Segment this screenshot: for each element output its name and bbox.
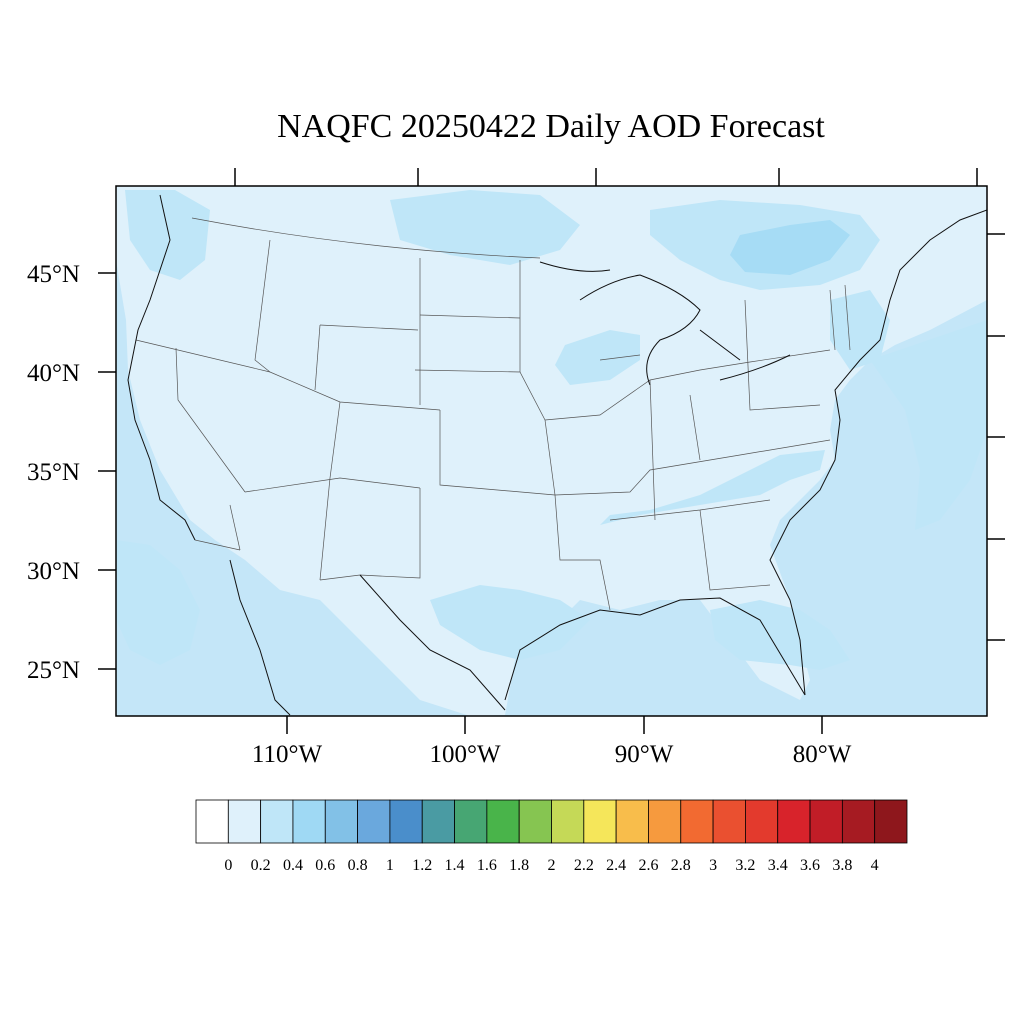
colorbar-tick-label: 4 <box>871 857 879 874</box>
lon-label: 90°W <box>615 741 674 768</box>
colorbar-swatch <box>551 799 585 844</box>
lat-label: 45°N <box>27 261 80 288</box>
colorbar-tick-label: 1.8 <box>509 857 529 874</box>
colorbar-tick-label: 3 <box>709 857 717 874</box>
colorbar-tick-label: 0.2 <box>251 857 271 874</box>
aod-patch <box>830 290 890 370</box>
top-ticks <box>234 168 978 186</box>
colorbar-tick-label: 3.6 <box>800 857 820 874</box>
colorbar-tick-label: 2.2 <box>574 857 594 874</box>
coastlines <box>127 194 987 716</box>
aod-patch <box>870 320 987 530</box>
colorbar-swatch <box>389 799 423 844</box>
colorbar-labels: 0 0.2 0.4 0.6 0.8 1 1.2 1.4 1.6 1.8 2 2.2 2.4 2.6 2.8 3… <box>224 857 878 874</box>
aod-field <box>116 186 987 716</box>
colorbar-tick-label: 0 <box>224 857 232 874</box>
left-ticks <box>98 272 116 670</box>
colorbar-swatch <box>195 799 229 844</box>
colorbar-swatch <box>324 799 358 844</box>
colorbar-swatch <box>227 799 262 844</box>
lat-labels: 45°N 40°N 35°N 30°N 25°N <box>27 261 80 684</box>
colorbar-swatch <box>680 799 714 844</box>
lat-label: 25°N <box>27 657 80 684</box>
lon-label: 100°W <box>429 741 500 768</box>
colorbar <box>195 799 908 844</box>
colorbar-swatch <box>583 799 617 844</box>
colorbar-tick-label: 1 <box>386 857 394 874</box>
aod-patch <box>116 540 200 665</box>
colorbar-tick-label: 3.2 <box>735 857 755 874</box>
aod-patch <box>710 600 850 670</box>
land-area <box>116 186 987 716</box>
colorbar-tick-label: 0.6 <box>315 857 335 874</box>
colorbar-tick-label: 0.8 <box>348 857 368 874</box>
colorbar-swatch <box>809 799 843 844</box>
lon-labels: 110°W 100°W 90°W 80°W <box>252 741 852 768</box>
colorbar-swatch <box>745 799 779 844</box>
colorbar-swatch <box>518 799 552 844</box>
colorbar-swatch <box>292 799 326 844</box>
plot-frame <box>115 185 988 717</box>
aod-patch <box>555 330 640 385</box>
colorbar-swatch <box>454 799 488 844</box>
colorbar-tick-label: 1.4 <box>445 857 465 874</box>
colorbar-tick-label: 3.4 <box>768 857 788 874</box>
lon-label: 80°W <box>793 741 852 768</box>
right-ticks <box>987 233 1005 641</box>
colorbar-swatch <box>615 799 649 844</box>
colorbar-swatch <box>421 799 455 844</box>
colorbar-swatch <box>648 799 682 844</box>
colorbar-tick-label: 2.6 <box>638 857 658 874</box>
colorbar-swatch <box>841 799 876 844</box>
colorbar-swatch <box>874 799 908 844</box>
aod-patch <box>390 190 580 265</box>
bottom-ticks <box>286 716 823 734</box>
colorbar-swatch <box>486 799 520 844</box>
lat-label: 35°N <box>27 459 80 486</box>
colorbar-swatch <box>357 799 391 844</box>
state-boundaries <box>135 217 851 611</box>
colorbar-tick-label: 2.8 <box>671 857 691 874</box>
map-title: NAQFC 20250422 Daily AOD Forecast <box>277 108 825 145</box>
colorbar-swatch <box>712 799 746 844</box>
colorbar-tick-label: 2.4 <box>606 857 626 874</box>
aod-patch <box>125 190 210 280</box>
colorbar-tick-label: 0.4 <box>283 857 303 874</box>
colorbar-tick-label: 3.8 <box>832 857 852 874</box>
colorbar-tick-label: 2 <box>548 857 556 874</box>
lat-label: 30°N <box>27 558 80 585</box>
lon-label: 110°W <box>252 741 323 768</box>
aod-patch <box>730 220 850 275</box>
lat-label: 40°N <box>27 360 80 387</box>
aod-patch <box>430 585 590 660</box>
colorbar-tick-label: 1.6 <box>477 857 497 874</box>
aod-patch <box>600 450 825 525</box>
colorbar-tick-label: 1.2 <box>412 857 432 874</box>
colorbar-swatch <box>260 799 294 844</box>
colorbar-swatch <box>777 799 811 844</box>
